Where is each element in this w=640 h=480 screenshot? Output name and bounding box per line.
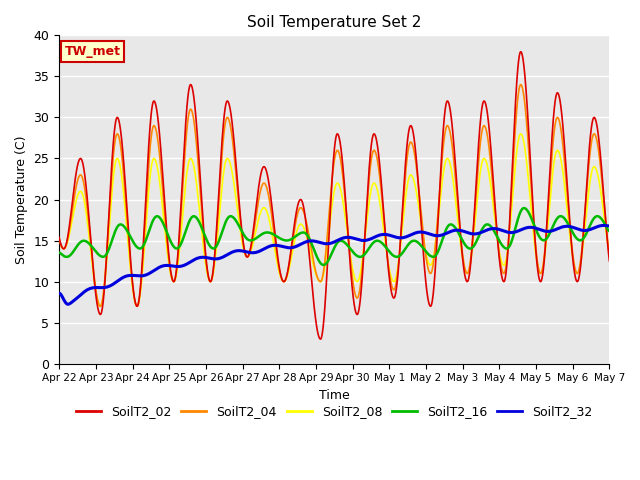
SoilT2_02 [287, 252, 294, 258]
SoilT2_32 [455, 228, 463, 233]
SoilT2_02 [55, 235, 63, 240]
SoilT2_32 [561, 224, 569, 229]
SoilT2_08 [561, 190, 569, 195]
SoilT2_32 [291, 244, 299, 250]
SoilT2_16 [317, 260, 324, 266]
Text: TW_met: TW_met [65, 45, 121, 58]
SoilT2_16 [320, 262, 328, 268]
Line: SoilT2_04: SoilT2_04 [59, 84, 609, 306]
SoilT2_16 [589, 217, 596, 223]
SoilT2_16 [291, 234, 298, 240]
SoilT2_32 [287, 245, 294, 251]
SoilT2_32 [55, 290, 63, 296]
SoilT2_04 [287, 254, 294, 260]
SoilT2_16 [561, 216, 569, 222]
SoilT2_04 [291, 225, 299, 230]
SoilT2_02 [455, 212, 463, 218]
SoilT2_16 [455, 231, 463, 237]
SoilT2_08 [287, 260, 294, 265]
X-axis label: Time: Time [319, 389, 349, 402]
SoilT2_16 [605, 228, 613, 234]
SoilT2_04 [561, 168, 569, 174]
SoilT2_08 [589, 166, 596, 171]
SoilT2_04 [605, 253, 613, 259]
SoilT2_04 [55, 237, 63, 242]
SoilT2_08 [455, 228, 463, 234]
SoilT2_04 [97, 303, 104, 309]
SoilT2_08 [97, 303, 104, 309]
SoilT2_02 [589, 117, 596, 123]
SoilT2_04 [589, 133, 596, 139]
SoilT2_08 [55, 239, 63, 244]
SoilT2_32 [605, 223, 613, 229]
SoilT2_32 [600, 223, 607, 228]
SoilT2_08 [317, 279, 324, 285]
SoilT2_16 [55, 250, 63, 255]
SoilT2_02 [605, 258, 613, 264]
SoilT2_08 [517, 131, 525, 137]
Line: SoilT2_16: SoilT2_16 [59, 208, 609, 265]
SoilT2_02 [317, 336, 324, 342]
SoilT2_08 [291, 237, 299, 242]
SoilT2_02 [291, 219, 298, 225]
SoilT2_02 [517, 49, 525, 55]
SoilT2_32 [317, 240, 324, 246]
SoilT2_04 [455, 216, 463, 222]
SoilT2_16 [520, 205, 528, 211]
Line: SoilT2_32: SoilT2_32 [59, 226, 609, 304]
Legend: SoilT2_02, SoilT2_04, SoilT2_08, SoilT2_16, SoilT2_32: SoilT2_02, SoilT2_04, SoilT2_08, SoilT2_… [71, 400, 598, 423]
Line: SoilT2_02: SoilT2_02 [59, 52, 609, 339]
SoilT2_02 [317, 336, 324, 342]
SoilT2_32 [64, 301, 72, 307]
SoilT2_16 [287, 237, 294, 242]
Line: SoilT2_08: SoilT2_08 [59, 134, 609, 306]
SoilT2_02 [561, 155, 569, 161]
SoilT2_04 [517, 82, 525, 87]
SoilT2_08 [605, 250, 613, 256]
SoilT2_32 [589, 226, 596, 231]
SoilT2_04 [317, 279, 324, 285]
Y-axis label: Soil Temperature (C): Soil Temperature (C) [15, 135, 28, 264]
Title: Soil Temperature Set 2: Soil Temperature Set 2 [247, 15, 422, 30]
